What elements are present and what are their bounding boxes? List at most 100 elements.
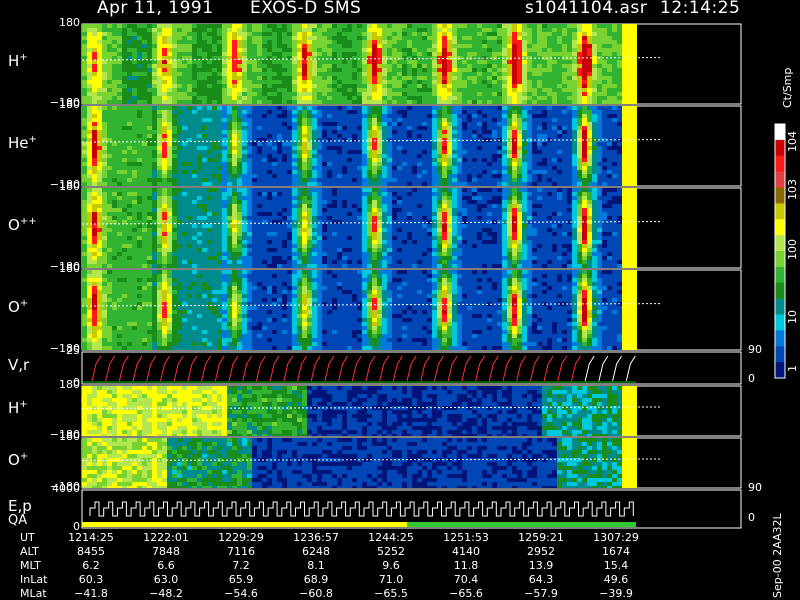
colorbar-swatch-14: [775, 346, 785, 363]
colorbar-swatch-13: [775, 330, 785, 347]
colorbar-swatch-7: [775, 235, 785, 252]
panel-ymax-7: 4000: [52, 482, 80, 495]
vr-mark-26: [447, 355, 458, 382]
panel-ymin-5: −180: [49, 428, 80, 441]
colorbar-swatch-11: [775, 298, 785, 315]
panel-ymin-4: 0: [73, 376, 80, 389]
file-name: s1041104.asr: [525, 0, 648, 18]
panel-ymax-0: 180: [59, 16, 80, 29]
panel-label-4: V,r: [8, 356, 30, 374]
eph-cell: 8.1: [307, 559, 325, 572]
eph-cell: 6248: [302, 545, 330, 558]
vr-mark-12: [255, 355, 266, 382]
spectrogram-3: [82, 270, 637, 350]
vr-mark-5: [160, 355, 170, 382]
eph-cell: −65.6: [449, 587, 483, 600]
panel-label-5: H+: [8, 399, 28, 417]
colorbar-swatch-10: [775, 282, 785, 300]
vr-mark-29: [488, 355, 499, 382]
panel-ymin-3: −180: [49, 342, 80, 355]
panel-ymin-1: −180: [49, 178, 80, 191]
vr-mark-15: [297, 355, 307, 382]
colorbar-swatch-15: [775, 362, 785, 379]
panel-ymax-1: 180: [59, 98, 80, 111]
colorbar-swatch-3: [775, 171, 785, 188]
right-tick-90-b: 90: [748, 481, 762, 494]
colorbar-swatch-9: [775, 266, 785, 284]
vr-mark-33: [543, 355, 554, 382]
spectrogram-2: [82, 188, 637, 268]
colorbar-label-2: 100: [786, 239, 799, 260]
vr-mark-11: [242, 355, 253, 382]
panel-label-2: O++: [8, 216, 37, 234]
vr-mark-9: [214, 355, 225, 382]
vr-mark-38: [612, 355, 623, 382]
eph-cell: 1222:01: [143, 531, 189, 544]
eph-cell: 15.4: [603, 559, 629, 572]
eph-cell: 70.4: [453, 573, 479, 586]
eph-cell: 8455: [77, 545, 105, 558]
panel-label-7: E,p: [8, 497, 32, 515]
eph-cell: −57.9: [524, 587, 558, 600]
panel-label-0: H+: [8, 52, 28, 70]
trace-line-2: [81, 221, 663, 225]
colorbar-swatch-5: [775, 203, 785, 220]
eph-cell: 1251:53: [443, 531, 489, 544]
vr-mark-28: [475, 355, 486, 382]
vr-mark-31: [516, 355, 527, 382]
vr-mark-6: [173, 355, 184, 382]
qa-bar-yellow: [82, 522, 407, 527]
vr-mark-1: [105, 355, 116, 382]
panel-ymax-4: 25: [66, 344, 80, 357]
vr-mark-35: [571, 355, 581, 382]
colorbar-label-1: 103: [786, 179, 799, 200]
colorbar-swatch-8: [775, 251, 785, 268]
eph-cell: 60.3: [78, 573, 104, 586]
vr-mark-13: [269, 355, 280, 382]
eph-cell: 13.9: [528, 559, 554, 572]
vr-mark-10: [228, 355, 239, 382]
eph-cell: −54.6: [224, 587, 258, 600]
vr-mark-19: [351, 355, 362, 382]
vr-mark-7: [187, 355, 198, 382]
eph-cell: −39.9: [599, 587, 633, 600]
colorbar-label-3: 10: [786, 310, 799, 324]
vr-mark-23: [406, 355, 417, 382]
eph-cell: −48.2: [149, 587, 183, 600]
colorbar-unit: Ct/Smp: [781, 67, 794, 108]
colorbar-label-0: 104: [786, 131, 799, 152]
eph-cell: 63.0: [153, 573, 179, 586]
eph-cell: 2952: [527, 545, 555, 558]
instrument-title: EXOS-D SMS: [250, 0, 362, 18]
trace-line-6: [81, 458, 663, 461]
eph-cell: 1674: [602, 545, 630, 558]
colorbar-label-4: 1: [786, 365, 799, 372]
panel-frame-4: [81, 351, 742, 385]
vr-mark-2: [118, 355, 129, 382]
eph-cell: 11.8: [453, 559, 479, 572]
qa-bar-green: [407, 522, 636, 527]
eph-row-label: UT: [20, 531, 35, 544]
vr-mark-20: [365, 355, 376, 382]
eph-cell: 1229:29: [218, 531, 264, 544]
vr-mark-36: [584, 355, 595, 382]
vr-mark-39: [625, 355, 636, 382]
eph-cell: 6.2: [82, 559, 100, 572]
eph-cell: 7.2: [232, 559, 250, 572]
colorbar-swatch-2: [775, 155, 785, 173]
colorbar-swatch-0: [775, 124, 785, 141]
spectrogram-1: [82, 106, 637, 186]
vr-mark-32: [529, 355, 540, 382]
panel-ymin-6: −180: [49, 480, 80, 493]
vr-mark-25: [434, 355, 444, 382]
eph-cell: 1307:29: [593, 531, 639, 544]
vr-mark-34: [557, 355, 568, 382]
eph-cell: 4140: [452, 545, 480, 558]
vr-mark-16: [310, 355, 321, 382]
eph-cell: 65.9: [228, 573, 254, 586]
trace-line-0: [81, 57, 663, 61]
eph-cell: 49.6: [603, 573, 629, 586]
colorbar-swatch-4: [775, 187, 785, 204]
panel-label-6: O+: [8, 451, 29, 469]
